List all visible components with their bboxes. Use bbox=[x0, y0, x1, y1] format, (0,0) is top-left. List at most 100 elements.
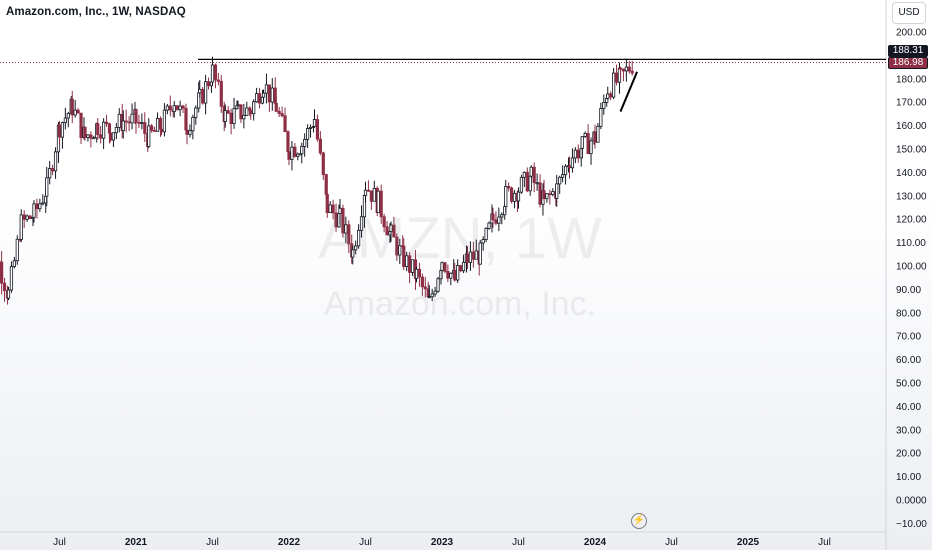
candle-body bbox=[398, 245, 402, 256]
candle-body bbox=[96, 123, 100, 136]
candle-body bbox=[270, 87, 274, 103]
candle-body bbox=[111, 132, 116, 141]
candle-body bbox=[130, 113, 134, 124]
candle-body bbox=[446, 270, 450, 279]
candle-body bbox=[124, 120, 128, 123]
candle-body bbox=[512, 192, 517, 202]
candle-body bbox=[191, 116, 195, 132]
candle-body bbox=[334, 212, 338, 228]
candle-body bbox=[580, 136, 584, 149]
y-tick-label: 70.00 bbox=[896, 332, 921, 343]
candle-body bbox=[35, 203, 39, 210]
candle-body bbox=[331, 204, 335, 214]
candle-body bbox=[22, 214, 26, 220]
candle-body bbox=[372, 187, 376, 202]
candle-body bbox=[306, 128, 310, 140]
candle-body bbox=[443, 262, 447, 272]
candle-body bbox=[395, 236, 399, 256]
y-tick-label: 10.00 bbox=[896, 472, 921, 483]
candle-body bbox=[198, 89, 202, 94]
candle-body bbox=[172, 105, 176, 113]
candle-body bbox=[99, 134, 103, 139]
currency-button[interactable]: USD bbox=[892, 2, 926, 24]
candle-body bbox=[267, 84, 271, 103]
candle-body bbox=[201, 89, 205, 104]
candle-body bbox=[153, 130, 157, 132]
candle-body bbox=[491, 213, 495, 221]
last-price-tag: 186.98 bbox=[888, 57, 928, 69]
candle-body bbox=[38, 203, 42, 210]
candle-body bbox=[379, 190, 383, 218]
candle-body bbox=[76, 109, 80, 114]
candle-body bbox=[481, 239, 485, 244]
candle-body bbox=[66, 113, 70, 119]
x-tick-label: 2021 bbox=[125, 537, 148, 548]
candle-body bbox=[236, 104, 240, 107]
candle-body bbox=[73, 109, 77, 116]
candle-body bbox=[573, 149, 577, 159]
candle-body bbox=[6, 289, 11, 299]
candle-body bbox=[107, 123, 112, 134]
candle-body bbox=[474, 250, 478, 260]
symbol-title[interactable]: Amazon.com, Inc., 1W, NASDAQ bbox=[6, 6, 186, 18]
candle-body bbox=[312, 119, 317, 127]
candle-body bbox=[63, 117, 67, 124]
candle-body bbox=[609, 93, 613, 98]
candle-body bbox=[70, 98, 74, 116]
candle-body bbox=[51, 168, 55, 172]
candle-body bbox=[114, 126, 118, 134]
candle-body bbox=[456, 265, 460, 281]
candle-body bbox=[143, 122, 147, 134]
candle-body bbox=[188, 130, 192, 135]
candle-body bbox=[165, 105, 169, 111]
candle-body bbox=[528, 175, 532, 192]
candle-body bbox=[359, 216, 364, 231]
candle-body bbox=[283, 115, 287, 133]
candle-body bbox=[453, 269, 457, 281]
candle-body bbox=[249, 110, 253, 115]
candle-body bbox=[532, 166, 536, 184]
candle-body bbox=[324, 174, 328, 195]
candle-body bbox=[504, 186, 508, 207]
candle-body bbox=[410, 259, 415, 273]
candle-body bbox=[315, 119, 320, 140]
candle-body bbox=[32, 203, 36, 218]
candle-body bbox=[449, 272, 453, 279]
candle-body bbox=[420, 276, 424, 288]
candle-body bbox=[134, 109, 138, 123]
y-tick-label: 20.00 bbox=[896, 449, 921, 460]
y-tick-label: 100.00 bbox=[896, 262, 927, 273]
candle-body bbox=[525, 171, 529, 192]
y-tick-label: 130.00 bbox=[896, 191, 927, 202]
candle-body bbox=[318, 138, 322, 154]
candle-body bbox=[290, 146, 294, 160]
candle-body bbox=[433, 290, 437, 295]
candle-body bbox=[264, 84, 269, 94]
candle-body bbox=[338, 207, 342, 214]
candle-body bbox=[392, 224, 396, 238]
candle-body bbox=[121, 120, 125, 131]
candle-body bbox=[232, 108, 236, 124]
x-tick-label: Jul bbox=[53, 537, 66, 548]
candle-body bbox=[606, 93, 610, 99]
candle-body bbox=[405, 255, 409, 267]
candle-body bbox=[545, 193, 549, 200]
candle-body bbox=[354, 245, 358, 251]
candle-body bbox=[494, 219, 498, 224]
candle-body bbox=[147, 125, 151, 147]
y-tick-label: 120.00 bbox=[896, 215, 927, 226]
trendline bbox=[619, 71, 638, 112]
candle-body bbox=[257, 93, 262, 104]
candle-body bbox=[427, 296, 431, 299]
candle-body bbox=[245, 107, 249, 116]
candle-body bbox=[459, 265, 463, 272]
candle-body bbox=[576, 149, 580, 159]
lightning-icon[interactable]: ⚡ bbox=[631, 513, 647, 529]
candle-body bbox=[583, 133, 587, 137]
candle-body bbox=[614, 72, 619, 83]
candle-body bbox=[293, 146, 297, 157]
candle-body bbox=[210, 64, 215, 83]
candle-body bbox=[255, 93, 259, 103]
candle-body bbox=[363, 189, 368, 196]
